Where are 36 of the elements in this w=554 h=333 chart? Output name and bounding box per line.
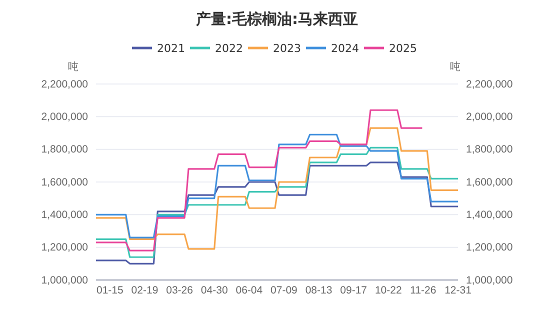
x-tick-label: 11-26 (410, 284, 436, 296)
line-series (95, 162, 459, 264)
x-tick-label: 03-26 (166, 284, 194, 296)
legend-label: 2022 (215, 42, 243, 55)
y2-tick-label: 1,200,000 (466, 242, 513, 254)
x-tick-label: 09-17 (340, 284, 368, 296)
y2-tick-label: 1,400,000 (466, 209, 513, 222)
legend-label: 2021 (157, 42, 185, 55)
x-tick-label: 06-04 (236, 284, 263, 296)
line-series (95, 109, 423, 252)
y-tick-label: 1,000,000 (41, 274, 88, 286)
y2-axis-title: 吨 (450, 60, 461, 73)
y2-tick-label: 2,000,000 (466, 111, 513, 124)
y-tick-label: 2,200,000 (41, 78, 88, 90)
x-tick-label: 12-31 (444, 284, 472, 296)
legend-label: 2023 (273, 42, 301, 55)
legend-label: 2025 (389, 42, 417, 55)
x-tick-label: 08-13 (305, 284, 332, 296)
y2-tick-label: 1,800,000 (466, 144, 513, 156)
y-tick-label: 1,400,000 (41, 209, 88, 222)
line-series (95, 146, 459, 258)
x-tick-label: 07-09 (270, 284, 298, 296)
y-tick-label: 2,000,000 (41, 111, 88, 124)
y-axis-title: 吨 (68, 60, 79, 73)
chart-title: 产量:毛棕榈油:马来西亚 (195, 10, 358, 28)
x-tick-label: 01-15 (96, 284, 124, 296)
y2-tick-label: 1,000,000 (466, 274, 513, 286)
x-tick-label: 04-30 (200, 284, 228, 296)
y2-tick-label: 1,600,000 (466, 176, 513, 188)
x-tick-label: 02-19 (131, 284, 158, 296)
y-tick-label: 1,200,000 (41, 242, 88, 254)
x-tick-label: 10-22 (374, 284, 402, 296)
y2-tick-label: 2,200,000 (466, 78, 513, 90)
y-tick-label: 1,800,000 (41, 144, 88, 156)
y-tick-label: 1,600,000 (41, 176, 88, 188)
legend-label: 2024 (331, 42, 359, 55)
